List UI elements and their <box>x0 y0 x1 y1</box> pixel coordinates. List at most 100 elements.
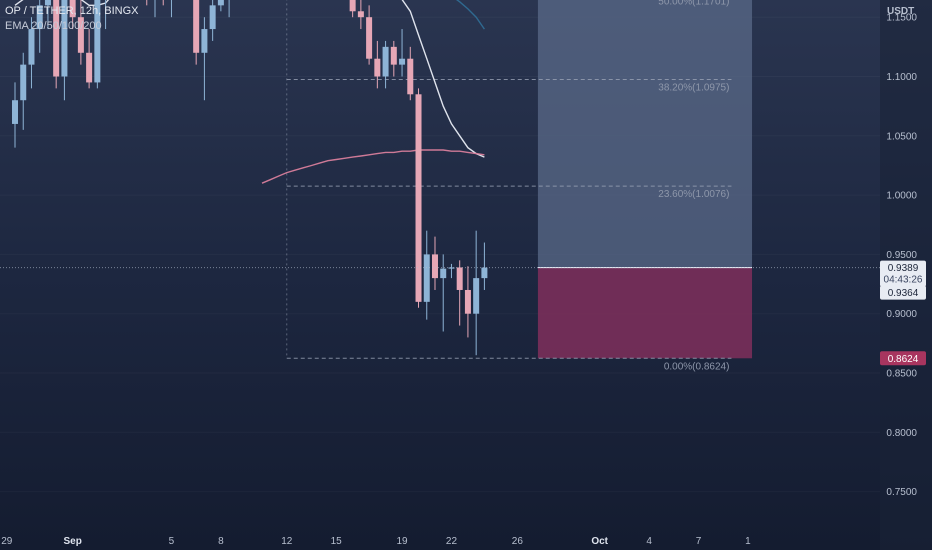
candle-body <box>456 267 463 290</box>
price-tick-label: 1.0000 <box>886 191 917 202</box>
time-tick-label: 1 <box>745 536 751 547</box>
candle <box>201 17 208 101</box>
last-price-badge-bg <box>880 260 926 287</box>
indicator-legend: EMA 20/50/100/200 <box>5 20 102 32</box>
candle <box>154 0 156 18</box>
candle-body <box>53 0 60 77</box>
candle-body <box>36 5 43 30</box>
candle-body <box>464 289 471 314</box>
candle <box>193 0 200 65</box>
fibonacci-retracement[interactable]: 127.20%(1.6452)100.00%(1.4778)78.60%(1.3… <box>286 0 732 372</box>
candle-body <box>390 46 397 65</box>
candle-body <box>473 278 480 314</box>
price-tick-label: 1.1000 <box>886 72 917 83</box>
candle <box>440 254 447 332</box>
last-price-badge: 0.9389 <box>888 263 919 274</box>
candle <box>399 29 406 77</box>
candle <box>366 5 373 65</box>
candle <box>170 0 172 18</box>
candle-body <box>20 64 27 101</box>
time-tick-label: 8 <box>218 536 224 547</box>
candle-body <box>440 268 447 279</box>
fib-level-label: 50.00%(1.1701) <box>658 0 729 7</box>
candle <box>423 230 430 320</box>
ema-line <box>261 149 485 184</box>
candle <box>217 0 224 12</box>
candle <box>12 82 18 148</box>
candle <box>44 0 51 30</box>
time-tick-label: 5 <box>169 536 175 547</box>
price-tick-label: 0.8000 <box>886 428 917 439</box>
ema-lines <box>14 0 485 184</box>
candle <box>464 266 471 338</box>
candle-body <box>86 52 93 83</box>
candle <box>53 0 60 89</box>
candle-body <box>415 94 422 302</box>
candle <box>481 242 488 290</box>
candle <box>456 260 463 326</box>
candle-body <box>357 11 364 18</box>
candle <box>473 230 480 356</box>
candle <box>105 0 107 30</box>
price-tick-label: 0.8500 <box>886 369 917 380</box>
candle-body <box>431 254 438 279</box>
candle-body <box>217 0 224 6</box>
candle-body <box>374 58 381 77</box>
candle-body <box>209 5 216 30</box>
candle <box>448 263 455 279</box>
candle <box>209 0 216 41</box>
ema-line <box>14 0 485 158</box>
price-tick-label: 1.0500 <box>886 131 917 142</box>
candle <box>94 0 101 89</box>
price-tick-label: 1.1500 <box>886 13 917 24</box>
countdown-badge: 04:43:26 <box>884 275 923 286</box>
candle <box>36 0 43 53</box>
chart-title: OP / TETHER, 12h, BINGX <box>5 5 139 17</box>
fib-level-label: 23.60%(1.0076) <box>658 189 729 200</box>
candlestick-series <box>12 0 488 356</box>
candle-body <box>201 29 208 53</box>
time-axis[interactable]: 29 Sep 5 8 12 15 19 22 26 Oct 4 7 1 <box>1 536 751 547</box>
time-tick-label: 19 <box>396 536 408 547</box>
candle <box>357 0 364 30</box>
ref-price-badge-bg <box>880 285 926 300</box>
price-tick-label: 0.7500 <box>886 487 917 498</box>
target-zone <box>537 0 753 268</box>
candle <box>407 46 414 101</box>
fib-level-label: 38.20%(1.0975) <box>658 82 729 93</box>
ref-price-badge: 0.9364 <box>888 288 919 299</box>
currency-label: USDT <box>887 6 914 17</box>
candle <box>162 0 164 6</box>
time-tick-label: 4 <box>646 536 652 547</box>
stop-price-badge: 0.8624 <box>888 354 919 365</box>
candle <box>28 17 35 89</box>
fib-level-label: 0.00%(0.8624) <box>664 361 730 372</box>
candle <box>374 40 381 89</box>
candle-body <box>94 0 101 83</box>
candle-body <box>69 0 76 18</box>
time-tick-label: 22 <box>446 536 458 547</box>
time-tick-label: 7 <box>696 536 702 547</box>
candle-body <box>12 100 18 124</box>
candle <box>20 52 27 130</box>
candle <box>61 0 68 101</box>
candle-body <box>399 58 406 65</box>
candle <box>390 40 397 77</box>
stop-zone <box>537 267 753 359</box>
time-tick-label: 26 <box>512 536 524 547</box>
candle <box>86 29 93 89</box>
candle <box>382 40 389 89</box>
long-position-tool[interactable] <box>537 0 753 359</box>
candle-body <box>448 267 455 269</box>
time-tick-label: 15 <box>331 536 343 547</box>
candle-body <box>28 29 35 65</box>
candle-body <box>366 17 373 59</box>
candle-body <box>349 0 356 12</box>
candle-body <box>407 58 414 95</box>
candle <box>228 0 230 18</box>
candle <box>431 236 438 290</box>
candle-body <box>44 0 51 6</box>
candle <box>69 0 76 30</box>
